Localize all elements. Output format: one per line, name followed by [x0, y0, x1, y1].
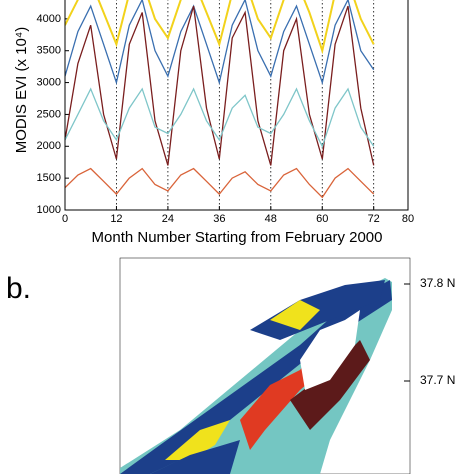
- map-region: [300, 310, 360, 390]
- map-region: [270, 300, 320, 330]
- map-region: [165, 420, 230, 460]
- y-tick-label: 3500: [37, 45, 61, 57]
- series-line: [65, 0, 375, 55]
- plot: 1000 1500 2000 2500 3000 3500 4000 0 12 24 36 48 60 7…: [37, 0, 414, 225]
- plot-frame: [64, 0, 409, 211]
- series-line: [65, 167, 375, 199]
- x-axis-label: Month Number Starting from February 2000: [92, 229, 383, 246]
- y-tick-label: 2500: [37, 108, 61, 120]
- x-tick-label: 80: [402, 213, 414, 225]
- lat-label: 37.8 N: [420, 276, 455, 290]
- map: 37.8 N 37.7 N: [119, 257, 455, 474]
- x-tick-label: 36: [213, 213, 225, 225]
- y-axis-label: MODIS EVI (x 10⁴): [13, 27, 30, 153]
- map-region: [290, 340, 370, 430]
- x-tick-label: 72: [368, 213, 380, 225]
- series-line: [65, 0, 375, 86]
- panel-label: b.: [6, 272, 31, 305]
- y-tick-label: 2000: [37, 140, 61, 152]
- x-tick-label: 48: [265, 213, 277, 225]
- y-tick-label: 1000: [37, 204, 61, 216]
- y-tick-label: 4000: [37, 13, 61, 25]
- x-tick-label: 0: [62, 213, 68, 225]
- x-tick-label: 12: [110, 213, 122, 225]
- x-tick-label: 60: [316, 213, 328, 225]
- series-line: [65, 87, 375, 148]
- map-region: [150, 440, 240, 474]
- x-tick-label: 24: [162, 213, 174, 225]
- series-line: [65, 5, 375, 166]
- lat-label: 37.7 N: [420, 373, 455, 387]
- y-tick-label: 1500: [37, 172, 61, 184]
- y-tick-label: 3000: [37, 76, 61, 88]
